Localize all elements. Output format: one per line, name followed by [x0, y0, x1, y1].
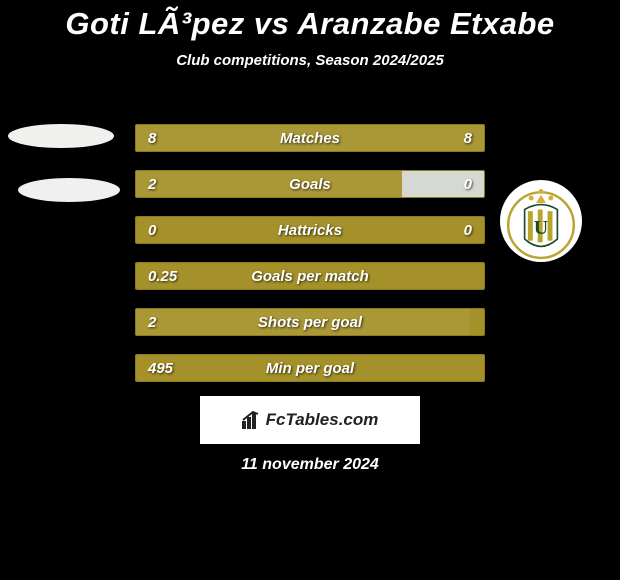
stat-value-left: 0	[136, 217, 168, 243]
player2-club-crest: U	[500, 180, 582, 262]
date-label: 11 november 2024	[0, 456, 620, 474]
stat-value-right: 0	[452, 217, 484, 243]
stat-value-left: 2	[136, 171, 168, 197]
stat-value-left: 2	[136, 309, 168, 335]
club-crest-icon: U	[500, 180, 582, 262]
stat-value-left: 495	[136, 355, 185, 381]
stat-row: Hattricks0 0	[135, 216, 485, 244]
stat-label: Hattricks	[136, 217, 484, 243]
player1-badge-top	[8, 124, 114, 148]
stat-label: Goals	[136, 171, 484, 197]
stat-rows-container: Matches88Goals20Hattricks00Goals per mat…	[135, 124, 485, 400]
svg-text:U: U	[534, 217, 548, 239]
stat-label: Shots per goal	[136, 309, 484, 335]
page-subtitle: Club competitions, Season 2024/2025	[0, 52, 620, 69]
brand-text: FcTables.com	[266, 410, 379, 430]
stat-row: Shots per goal2	[135, 308, 485, 336]
brand-logo-icon	[242, 411, 262, 429]
stat-row: Min per goal495	[135, 354, 485, 382]
stat-row: Goals per match0.25	[135, 262, 485, 290]
stat-label: Matches	[136, 125, 484, 151]
stat-value-left: 0.25	[136, 263, 189, 289]
stat-row: Goals2 0	[135, 170, 485, 198]
stat-label: Min per goal	[136, 355, 484, 381]
brand-box[interactable]: FcTables.com	[200, 396, 420, 444]
page-title: Goti LÃ³pez vs Aranzabe Etxabe	[0, 0, 620, 42]
stat-value-right: 0	[452, 171, 484, 197]
player1-badge-bottom	[18, 178, 120, 202]
stat-value-right: 8	[452, 125, 484, 151]
stat-row: Matches8 8	[135, 124, 485, 152]
stat-value-left: 8	[136, 125, 168, 151]
